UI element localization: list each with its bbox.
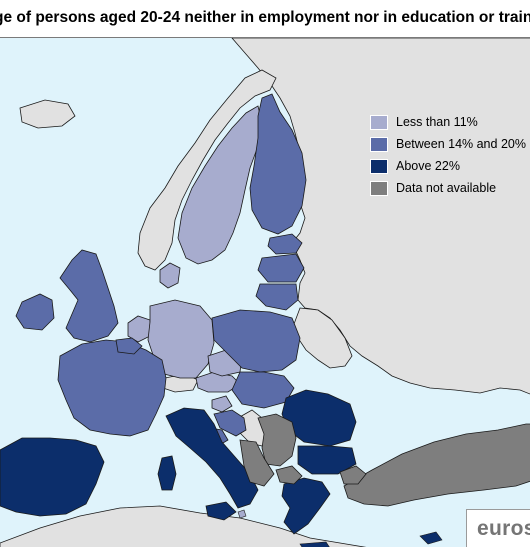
region-finland — [249, 93, 307, 235]
region-sicily — [205, 501, 237, 521]
legend-item: Less than 11% — [370, 111, 530, 133]
region-uk — [59, 249, 119, 343]
legend: Less than 11% Between 14% and 20% Above … — [370, 111, 530, 199]
region-greece — [281, 477, 331, 535]
legend-label: Above 22% — [396, 159, 460, 173]
eurostat-logo: euros — [466, 509, 530, 547]
region-north-macedonia — [275, 465, 303, 485]
land-non-eu-norway — [137, 69, 277, 271]
region-latvia — [257, 253, 305, 283]
region-turkey-thrace — [339, 465, 367, 485]
region-belgium — [115, 337, 143, 355]
region-turkey — [343, 423, 530, 507]
legend-label: Less than 11% — [396, 115, 478, 129]
region-luxembourg-slovenia — [211, 395, 233, 413]
region-ireland — [15, 293, 55, 331]
region-spain — [0, 437, 105, 517]
legend-item: Between 14% and 20% — [370, 133, 530, 155]
region-estonia — [267, 233, 303, 255]
legend-item: Above 22% — [370, 155, 530, 177]
region-crete — [299, 541, 330, 547]
region-sardinia — [157, 455, 177, 491]
logo-text: euros — [477, 517, 530, 540]
europe-map-svg — [0, 38, 530, 547]
europe-map — [0, 37, 530, 547]
region-malta — [237, 509, 247, 519]
legend-label: Between 14% and 20% — [396, 137, 526, 151]
legend-swatch — [370, 136, 388, 152]
legend-swatch — [370, 180, 388, 196]
region-bosnia-montenegro — [239, 439, 275, 487]
region-denmark — [159, 262, 181, 289]
region-lithuania — [255, 283, 299, 311]
region-cyprus — [419, 531, 443, 545]
map-title: ge of persons aged 20-24 neither in empl… — [0, 9, 530, 26]
legend-swatch — [370, 158, 388, 174]
legend-label: Data not available — [396, 181, 497, 195]
land-non-eu-east — [231, 38, 530, 395]
region-poland — [211, 309, 301, 373]
region-serbia — [257, 413, 297, 467]
legend-swatch — [370, 114, 388, 130]
legend-item: Data not available — [370, 177, 530, 199]
region-croatia — [213, 409, 247, 437]
region-italy — [165, 407, 259, 509]
land-iceland — [19, 99, 76, 129]
